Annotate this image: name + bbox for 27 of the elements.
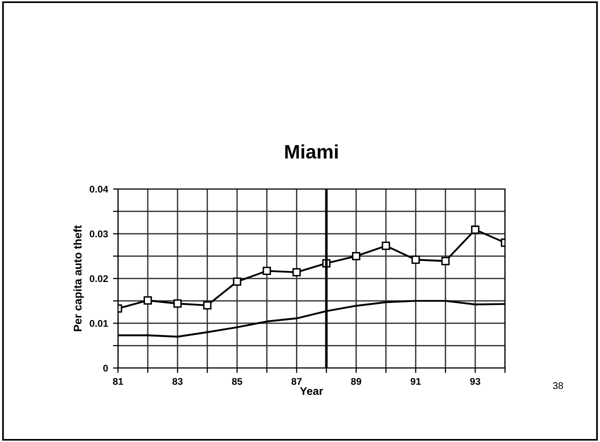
y-tick-label: 0 <box>103 364 108 372</box>
point <box>471 226 480 234</box>
point <box>173 299 182 308</box>
y-tick-label: 0.03 <box>90 230 108 238</box>
point <box>144 296 152 305</box>
chart-title: Miami <box>285 144 338 159</box>
text: 38 <box>552 382 563 390</box>
point <box>292 268 301 276</box>
x-tick-label: 91 <box>410 378 421 385</box>
point <box>203 301 212 310</box>
x-tick-label: 83 <box>172 378 183 385</box>
point <box>352 252 360 260</box>
x-tick-label: 93 <box>470 378 480 385</box>
y-axis-title: Per capita auto theft <box>73 225 84 332</box>
y-tick-label: 0.04 <box>90 186 108 193</box>
x-tick-label: 87 <box>292 378 302 385</box>
point <box>382 242 390 250</box>
x-tick-label: 81 <box>112 378 124 385</box>
point <box>232 277 242 286</box>
point <box>441 256 450 266</box>
x-axis-title: Year <box>300 387 324 395</box>
y-tick-label: 0.01 <box>90 320 108 327</box>
x-tick-label: 85 <box>232 378 242 385</box>
y-tick-label: 0.02 <box>90 275 108 282</box>
x-tick-label: 89 <box>351 378 362 385</box>
point <box>262 266 272 276</box>
point <box>412 256 420 264</box>
